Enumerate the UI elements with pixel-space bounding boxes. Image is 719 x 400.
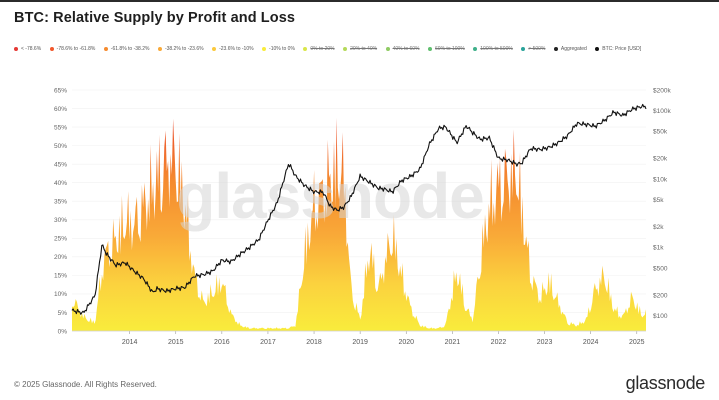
legend-label: Aggregated xyxy=(560,46,587,52)
legend-dot-icon xyxy=(262,47,267,51)
left-tick-label: 30% xyxy=(54,217,67,224)
price-line xyxy=(71,103,647,315)
right-tick-label: $200k xyxy=(653,87,671,94)
area-aggregated xyxy=(72,117,646,331)
x-tick-label: 2019 xyxy=(352,339,368,346)
copyright: © 2025 Glassnode. All Rights Reserved. xyxy=(14,380,157,389)
legend-label: < -78.6% xyxy=(21,46,42,52)
right-tick-label: $500 xyxy=(653,265,668,272)
legend-dot-icon xyxy=(385,47,390,51)
legend-item[interactable]: -61.8% to -38.2% xyxy=(103,46,150,52)
x-tick-label: 2017 xyxy=(260,339,276,346)
legend-label: 20% to 40% xyxy=(350,46,378,52)
legend-dot-icon xyxy=(14,47,18,51)
right-tick-label: $2k xyxy=(653,224,664,231)
right-tick-label: $5k xyxy=(653,197,664,204)
x-tick-label: 2025 xyxy=(629,339,645,346)
chart-canvas: 0% 5% 10% 15% 20% 25% 30% 35% 40% 45% 50% 55% 60% 65%… xyxy=(54,87,671,346)
left-tick-label: 50% xyxy=(54,143,67,150)
legend-label: -38.2% to -23.6% xyxy=(164,46,204,52)
x-tick-label: 2020 xyxy=(398,339,414,346)
left-tick-label: 25% xyxy=(54,236,67,243)
legend: < -78.6% -78.6% to -61.8% -61.8% to -38.2%… xyxy=(14,46,714,52)
legend-label: 0% to 20% xyxy=(310,46,335,52)
left-tick-label: 40% xyxy=(54,180,67,187)
right-tick-label: $1k xyxy=(653,245,664,252)
legend-item[interactable]: 60% to 100% xyxy=(428,46,465,52)
left-tick-label: 60% xyxy=(54,106,67,113)
legend-dot-icon xyxy=(553,47,558,51)
legend-item[interactable]: -78.6% to -61.8% xyxy=(49,46,96,52)
legend-item[interactable]: -38.2% to -23.6% xyxy=(157,46,204,52)
left-tick-label: 15% xyxy=(54,273,67,280)
legend-item[interactable]: < -78.6% xyxy=(14,46,41,52)
legend-item[interactable]: 40% to 60% xyxy=(385,46,420,52)
legend-dot-icon xyxy=(521,47,526,51)
x-tick-label: 2016 xyxy=(214,339,230,346)
x-tick-label: 2024 xyxy=(583,339,599,346)
watermark: glassnode xyxy=(176,160,484,232)
right-axis: $100 $200 $500 $1k $2k $5k $10k $20k $50k $100k $2… xyxy=(653,87,671,320)
right-tick-label: $100 xyxy=(653,313,668,320)
legend-dot-icon xyxy=(343,47,348,51)
legend-item[interactable]: -23.6% to -10% xyxy=(212,46,254,52)
x-axis: 2014 2015 2016 2017 2018 2019 2020 2021 2022 2023… xyxy=(72,330,646,346)
left-axis: 0% 5% 10% 15% 20% 25% 30% 35% 40% 45% 50% 55% 60% 65% xyxy=(54,87,67,335)
legend-item[interactable]: Aggregated xyxy=(553,46,587,52)
legend-dot-icon xyxy=(212,47,217,51)
right-tick-label: $10k xyxy=(653,176,668,183)
legend-label: -78.6% to -61.8% xyxy=(56,46,96,52)
legend-dot-icon xyxy=(103,47,108,51)
x-tick-label: 2014 xyxy=(122,339,138,346)
legend-label: 100% to 500% xyxy=(480,46,513,52)
legend-dot-icon xyxy=(595,47,600,51)
legend-label: -23.6% to -10% xyxy=(219,46,254,52)
left-tick-label: 65% xyxy=(54,87,67,94)
right-tick-label: $200 xyxy=(653,293,668,300)
legend-item[interactable]: > 500% xyxy=(521,46,545,52)
legend-label: 40% to 60% xyxy=(392,46,420,52)
legend-label: > 500% xyxy=(528,46,546,52)
btc-price-line xyxy=(71,103,647,315)
legend-dot-icon xyxy=(428,47,433,51)
legend-item[interactable]: 100% to 500% xyxy=(473,46,513,52)
left-tick-label: 0% xyxy=(58,328,68,335)
right-tick-label: $20k xyxy=(653,156,668,163)
legend-item[interactable]: BTC: Price [USD] xyxy=(595,46,641,52)
x-tick-label: 2022 xyxy=(491,339,507,346)
x-tick-label: 2015 xyxy=(168,339,184,346)
legend-label: -61.8% to -38.2% xyxy=(110,46,150,52)
left-tick-label: 55% xyxy=(54,124,67,131)
legend-label: -10% to 0% xyxy=(269,46,295,52)
right-tick-label: $100k xyxy=(653,108,671,115)
top-border xyxy=(0,0,719,2)
x-tick-label: 2018 xyxy=(306,339,322,346)
loss-area xyxy=(72,117,646,331)
glassnode-logo[interactable]: glassnode xyxy=(625,373,706,393)
legend-dot-icon xyxy=(157,47,162,51)
legend-label: BTC: Price [USD] xyxy=(602,46,642,52)
legend-item[interactable]: 20% to 40% xyxy=(343,46,377,52)
left-tick-label: 45% xyxy=(54,161,67,168)
x-tick-label: 2021 xyxy=(445,339,461,346)
left-tick-label: 20% xyxy=(54,254,67,261)
x-tick-label: 2023 xyxy=(537,339,553,346)
legend-item[interactable]: 0% to 20% xyxy=(303,46,335,52)
right-tick-label: $50k xyxy=(653,128,668,135)
legend-dot-icon xyxy=(303,47,308,51)
legend-dot-icon xyxy=(49,47,54,51)
left-tick-label: 10% xyxy=(54,291,67,298)
legend-label: 60% to 100% xyxy=(435,46,465,52)
legend-item[interactable]: -10% to 0% xyxy=(262,46,295,52)
legend-dot-icon xyxy=(473,47,478,51)
left-tick-label: 5% xyxy=(58,310,68,317)
chart-title: BTC: Relative Supply by Profit and Loss xyxy=(14,10,296,26)
left-tick-label: 35% xyxy=(54,199,67,206)
